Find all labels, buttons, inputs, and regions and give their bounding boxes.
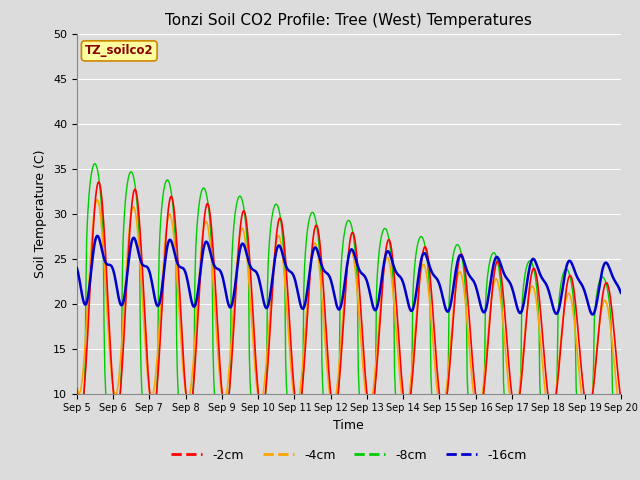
Text: TZ_soilco2: TZ_soilco2 — [85, 44, 154, 58]
X-axis label: Time: Time — [333, 419, 364, 432]
Title: Tonzi Soil CO2 Profile: Tree (West) Temperatures: Tonzi Soil CO2 Profile: Tree (West) Temp… — [165, 13, 532, 28]
Legend: -2cm, -4cm, -8cm, -16cm: -2cm, -4cm, -8cm, -16cm — [166, 444, 531, 467]
Y-axis label: Soil Temperature (C): Soil Temperature (C) — [35, 149, 47, 278]
